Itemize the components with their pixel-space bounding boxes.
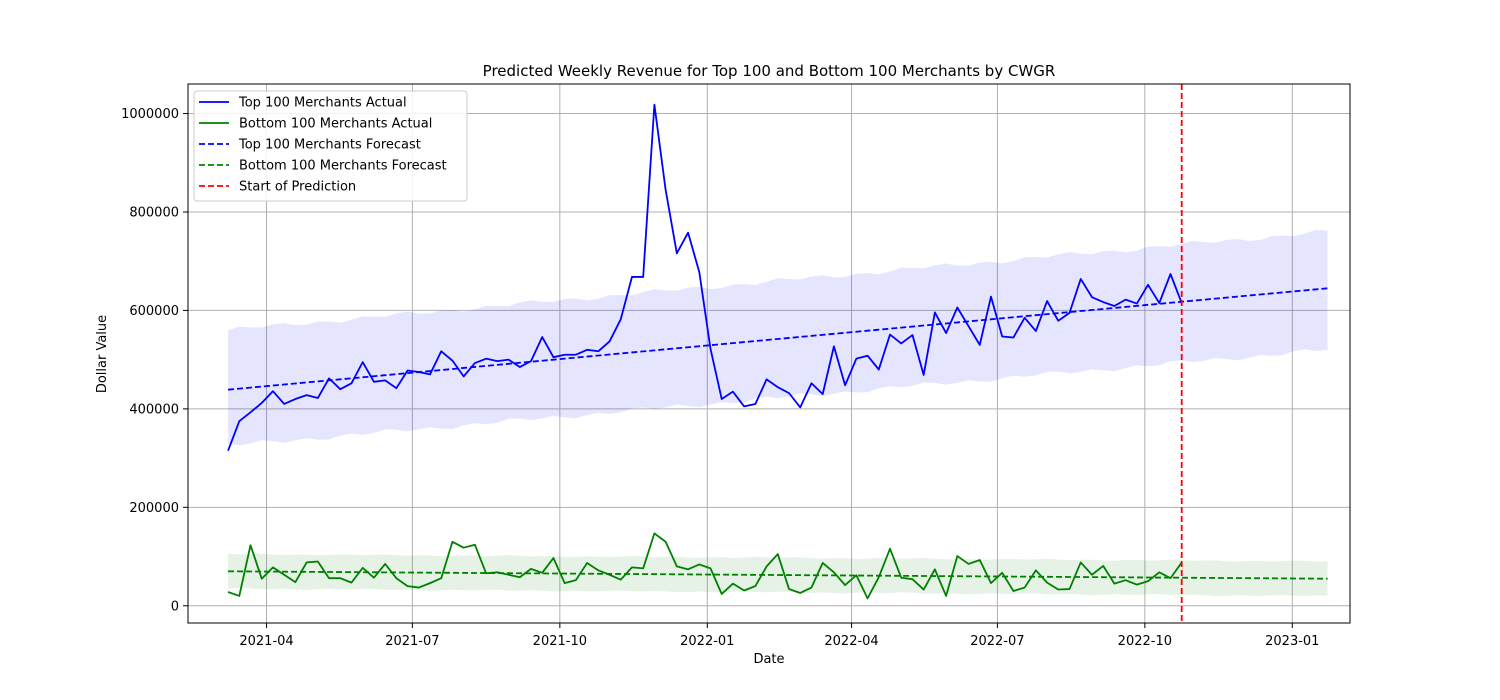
series-lines [227,103,1328,600]
y-tick-label: 400000 [129,402,179,417]
legend-box [193,90,468,202]
top-100-forecast-line [227,287,1328,391]
plot-area-frame [187,83,1351,624]
chart-title: Predicted Weekly Revenue for Top 100 and… [483,62,1056,80]
x-axis-ticks: 2021-04 2021-07 2021-10 2022-01 2022-04 2022-… [239,623,1319,649]
legend-label: Start of Prediction [239,180,356,195]
y-tick-label: 1000000 [121,107,179,122]
legend-item: Start of Prediction [199,180,356,195]
legend-label: Bottom 100 Merchants Forecast [239,159,447,174]
x-axis-label: Date [753,652,784,667]
legend-item: Bottom 100 Merchants Forecast [199,159,447,174]
bottom-100-actual-line [227,532,1183,600]
legend-label: Bottom 100 Merchants Actual [239,117,432,132]
y-tick-label: 0 [171,599,179,614]
x-tick-label: 2023-01 [1265,634,1319,649]
y-tick-label: 800000 [129,205,179,220]
x-tick-label: 2021-07 [385,634,439,649]
legend-label: Top 100 Merchants Forecast [238,138,421,153]
legend-item: Top 100 Merchants Actual [199,96,407,111]
y-axis-label: Dollar Value [95,315,110,393]
grid [188,84,1350,623]
x-tick-label: 2022-04 [824,634,878,649]
legend-item: Bottom 100 Merchants Actual [199,117,432,132]
legend: Top 100 Merchants Actual Bottom 100 Merch… [193,90,468,202]
x-tick-label: 2022-01 [680,634,734,649]
x-tick-label: 2021-04 [239,634,293,649]
x-tick-label: 2021-10 [533,634,587,649]
x-tick-label: 2022-10 [1118,634,1172,649]
bottom-100-forecast-line [228,570,1328,580]
x-tick-label: 2022-07 [970,634,1024,649]
legend-label: Top 100 Merchants Actual [238,96,407,111]
y-tick-label: 200000 [129,501,179,516]
confidence-band-top [228,229,1328,446]
y-axis-ticks: 0 200000 400000 600000 800000 1000000 [121,107,188,614]
y-tick-label: 600000 [129,304,179,319]
legend-item: Top 100 Merchants Forecast [199,138,421,153]
top-100-actual-line [227,103,1183,452]
